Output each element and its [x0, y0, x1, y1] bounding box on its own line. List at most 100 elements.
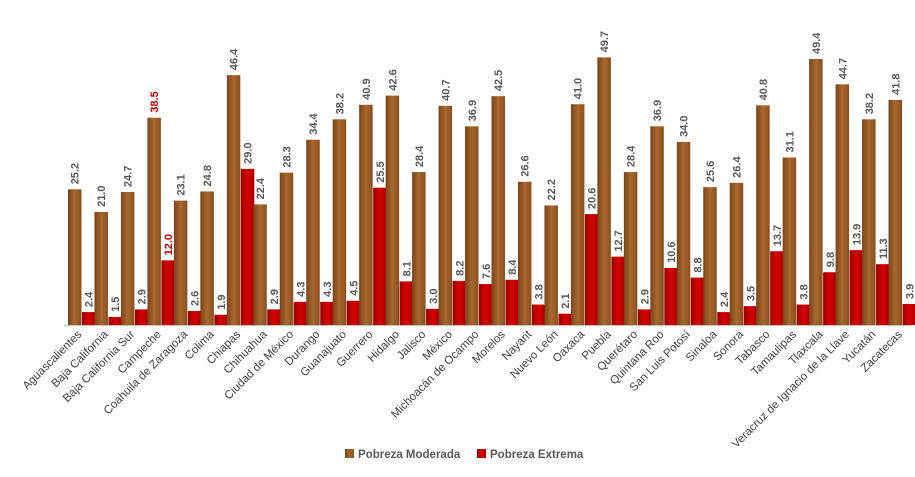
value-label-extrema: 2.4: [84, 291, 96, 307]
bar-pobreza-extrema: [505, 279, 519, 325]
value-label-moderada: 21.0: [96, 186, 108, 207]
bar-pobreza-extrema: [690, 277, 705, 325]
value-label-extrema: 13.9: [851, 224, 863, 245]
bar-pobreza-extrema: [346, 300, 361, 325]
bars-layer: [68, 57, 915, 326]
bar-pobreza-moderada: [862, 119, 876, 325]
bar-pobreza-moderada: [650, 126, 664, 325]
legend-label: Pobreza Extrema: [490, 449, 584, 461]
bar-pobreza-extrema: [876, 264, 890, 325]
value-label-moderada: 22.4: [255, 177, 267, 199]
value-label-moderada: 42.6: [387, 69, 399, 90]
value-labels-layer: 25.2 2.4 21.0 1.5 24.7 2.9 38.5 12.0 23.1 2.6 24.8…: [70, 31, 915, 312]
value-label-moderada: 40.8: [758, 79, 770, 100]
bar-pobreza-moderada: [359, 104, 373, 326]
bar-pobreza-moderada: [412, 172, 426, 325]
bar-pobreza-extrema: [161, 260, 175, 325]
bar-pobreza-extrema: [823, 272, 837, 325]
value-label-extrema: 3.5: [745, 286, 757, 301]
bar-pobreza-extrema: [426, 308, 440, 325]
bar-pobreza-moderada: [570, 104, 585, 325]
bar-pobreza-moderada: [438, 105, 453, 325]
bar-pobreza-extrema: [637, 309, 652, 325]
value-label-moderada: 44.7: [837, 58, 849, 79]
value-label-moderada: 40.7: [440, 79, 452, 100]
value-label-moderada: 24.8: [202, 165, 214, 186]
value-label-moderada: 36.9: [652, 100, 664, 121]
bar-pobreza-extrema: [399, 281, 414, 325]
value-label-extrema: 2.1: [560, 293, 572, 308]
value-label-extrema: 12.7: [613, 230, 625, 251]
bar-pobreza-moderada: [253, 204, 267, 325]
value-label-moderada: 23.1: [176, 174, 188, 195]
bar-pobreza-moderada: [888, 99, 903, 325]
bar-pobreza-extrema: [214, 314, 228, 325]
bar-pobreza-moderada: [94, 211, 108, 325]
value-label-moderada: 28.4: [414, 145, 426, 167]
value-label-extrema: 3.8: [534, 284, 546, 299]
bar-pobreza-extrema: [452, 280, 467, 325]
bar-pobreza-extrema: [108, 316, 122, 325]
value-label-moderada: 40.9: [361, 78, 373, 99]
value-label-moderada: 22.2: [546, 179, 558, 200]
bar-pobreza-extrema: [717, 312, 731, 325]
value-label-extrema: 1.9: [216, 294, 228, 309]
value-label-moderada: 25.6: [705, 161, 717, 182]
value-label-moderada: 25.2: [70, 163, 82, 184]
bar-pobreza-moderada: [544, 205, 558, 325]
value-label-extrema: 20.6: [587, 188, 599, 209]
bar-pobreza-moderada: [597, 57, 611, 326]
value-label-extrema: 29.0: [243, 142, 255, 163]
value-label-moderada: 41.8: [890, 74, 902, 95]
bar-pobreza-extrema: [240, 168, 255, 325]
value-label-extrema: 8.8: [693, 257, 705, 272]
bar-pobreza-moderada: [385, 95, 400, 325]
bar-pobreza-moderada: [465, 126, 479, 325]
value-label-moderada: 38.2: [864, 93, 876, 114]
value-label-extrema: 4.5: [348, 280, 360, 295]
bar-pobreza-moderada: [200, 191, 214, 325]
value-label-moderada: 28.4: [626, 145, 638, 167]
legend-label: Pobreza Moderada: [358, 449, 461, 461]
bar-pobreza-extrema: [293, 301, 308, 325]
value-label-extrema: 2.9: [269, 289, 281, 304]
value-label-moderada: 49.4: [811, 32, 823, 54]
bar-pobreza-moderada: [491, 96, 505, 326]
value-label-moderada: 24.7: [123, 166, 135, 187]
bar-pobreza-moderada: [782, 157, 797, 325]
bar-pobreza-moderada: [729, 182, 744, 325]
bar-pobreza-moderada: [173, 200, 188, 325]
value-label-moderada: 41.0: [573, 78, 585, 99]
bar-pobreza-extrema: [743, 306, 758, 325]
bar-pobreza-extrema: [611, 256, 625, 325]
bar-pobreza-moderada: [703, 187, 717, 325]
bar-pobreza-extrema: [82, 312, 96, 325]
value-label-moderada: 28.3: [282, 146, 294, 167]
bar-pobreza-extrema: [320, 301, 334, 325]
bar-pobreza-extrema: [558, 313, 572, 325]
bar-pobreza-extrema: [134, 309, 149, 325]
value-label-moderada: 34.0: [679, 116, 691, 137]
bar-pobreza-extrema: [267, 309, 281, 325]
bar-pobreza-extrema: [770, 251, 784, 325]
bar-pobreza-extrema: [796, 304, 811, 325]
bar-pobreza-extrema: [479, 284, 493, 325]
value-label-moderada: 31.1: [784, 131, 796, 152]
bar-pobreza-extrema: [373, 187, 387, 325]
value-label-extrema: 9.8: [825, 252, 837, 267]
value-label-extrema: 12.0: [163, 234, 175, 255]
value-label-extrema: 3.8: [798, 284, 810, 299]
bar-pobreza-moderada: [147, 117, 161, 325]
bar-pobreza-moderada: [226, 75, 241, 326]
value-label-moderada: 26.4: [731, 156, 743, 178]
value-label-extrema: 4.3: [296, 282, 308, 297]
value-label-extrema: 11.3: [878, 238, 890, 259]
value-label-moderada: 38.5: [149, 91, 161, 112]
value-label-extrema: 8.4: [507, 259, 519, 275]
value-label-extrema: 7.6: [481, 264, 493, 279]
value-label-extrema: 4.3: [322, 282, 334, 297]
value-label-moderada: 36.9: [467, 100, 479, 121]
value-label-moderada: 34.4: [308, 112, 320, 134]
